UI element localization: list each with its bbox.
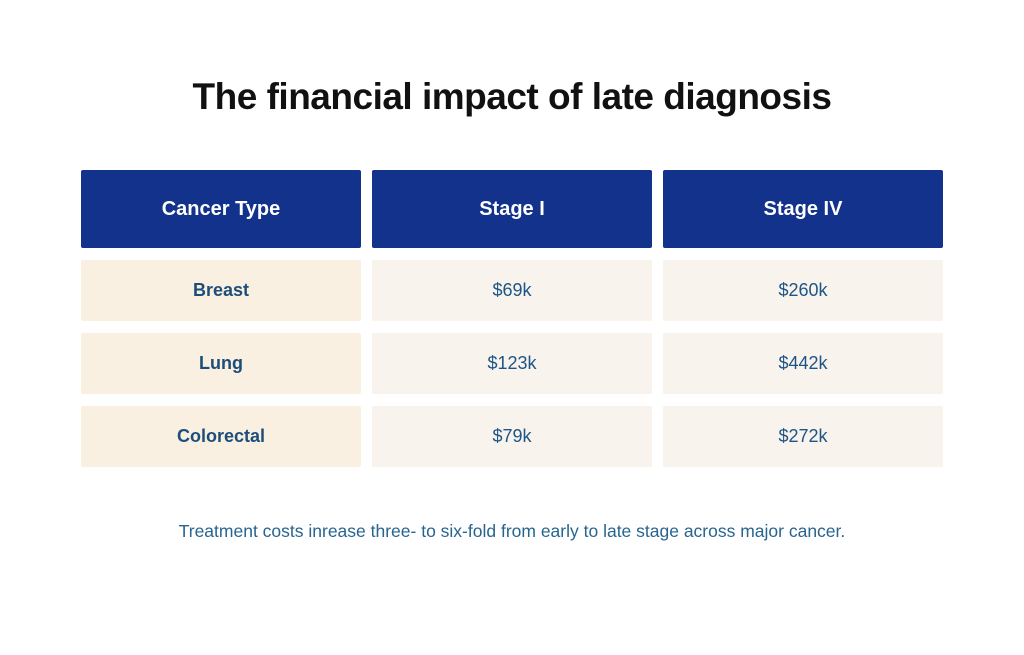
row-lung-stage4-value: $442k <box>663 333 943 394</box>
table-caption: Treatment costs inrease three- to six-fo… <box>178 521 846 541</box>
column-header-stage-1: Stage I <box>372 170 652 248</box>
row-lung-label: Lung <box>81 333 361 394</box>
cost-table: Cancer Type Stage I Stage IV Breast $69k… <box>81 170 943 467</box>
row-lung-stage1-value: $123k <box>372 333 652 394</box>
row-breast-label: Breast <box>81 260 361 321</box>
column-header-cancer-type: Cancer Type <box>81 170 361 248</box>
row-breast-stage1-value: $69k <box>372 260 652 321</box>
row-breast-stage4-value: $260k <box>663 260 943 321</box>
page-title: The financial impact of late diagnosis <box>192 76 832 117</box>
column-header-stage-4: Stage IV <box>663 170 943 248</box>
infographic-page: The financial impact of late diagnosis C… <box>0 76 1024 655</box>
row-colorectal-label: Colorectal <box>81 406 361 467</box>
row-colorectal-stage1-value: $79k <box>372 406 652 467</box>
row-colorectal-stage4-value: $272k <box>663 406 943 467</box>
